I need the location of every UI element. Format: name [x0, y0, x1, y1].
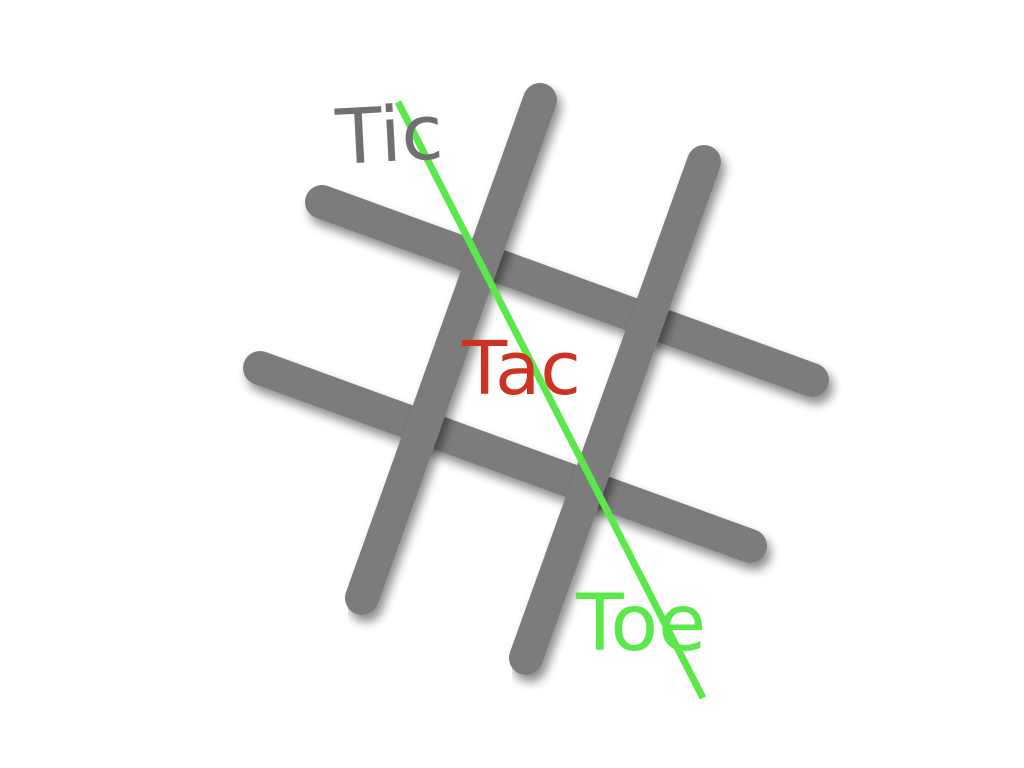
grid-line-vertical-left	[345, 83, 557, 615]
grid-line-vertical-right	[509, 145, 721, 675]
word-tic: Tic	[333, 87, 446, 182]
word-tac: Tac	[461, 326, 581, 412]
winning-line	[394, 100, 707, 700]
grid-line-horizontal-top	[305, 185, 829, 397]
grid-line-horizontal-bottom	[243, 351, 767, 563]
word-toe: Toe	[575, 579, 706, 669]
